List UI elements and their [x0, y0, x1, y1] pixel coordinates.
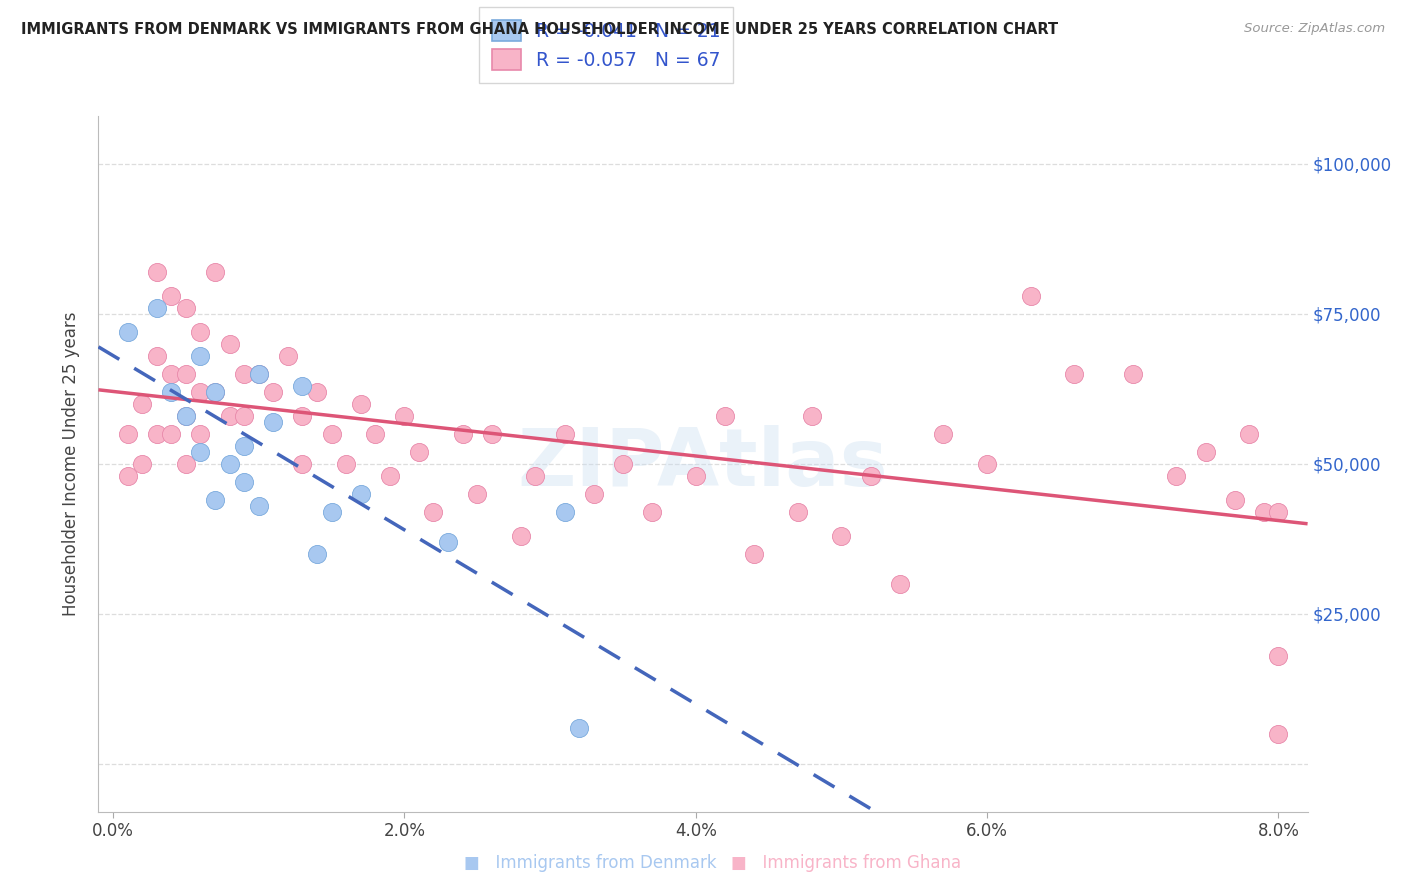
Point [117, 325, 139, 339]
Point [145, 426, 167, 441]
Point [321, 426, 343, 441]
Point [204, 265, 226, 279]
Point [830, 529, 852, 543]
Point [321, 505, 343, 519]
Point [233, 367, 256, 381]
Point [976, 457, 998, 471]
Point [160, 426, 183, 441]
Point [801, 409, 824, 423]
Point [641, 505, 664, 519]
Text: IMMIGRANTS FROM DENMARK VS IMMIGRANTS FROM GHANA HOUSEHOLDER INCOME UNDER 25 YEA: IMMIGRANTS FROM DENMARK VS IMMIGRANTS FR… [21, 22, 1059, 37]
Point [174, 409, 197, 423]
Y-axis label: Householder Income Under 25 years: Householder Income Under 25 years [62, 311, 80, 616]
Point [291, 409, 314, 423]
Point [262, 384, 284, 399]
Point [160, 367, 183, 381]
Point [1194, 445, 1216, 459]
Point [1253, 505, 1275, 519]
Point [117, 426, 139, 441]
Point [160, 289, 183, 303]
Point [204, 384, 226, 399]
Point [1267, 648, 1289, 663]
Point [218, 409, 240, 423]
Point [174, 367, 197, 381]
Point [859, 468, 882, 483]
Point [218, 457, 240, 471]
Point [889, 576, 911, 591]
Point [1166, 468, 1188, 483]
Point [1122, 367, 1144, 381]
Point [233, 439, 256, 453]
Point [145, 301, 167, 315]
Point [714, 409, 737, 423]
Point [1267, 505, 1289, 519]
Point [204, 384, 226, 399]
Point [190, 445, 212, 459]
Point [350, 397, 373, 411]
Point [465, 487, 488, 501]
Text: ZIPAtlas: ZIPAtlas [517, 425, 889, 503]
Point [1223, 492, 1246, 507]
Point [291, 457, 314, 471]
Point [554, 426, 576, 441]
Point [335, 457, 357, 471]
Point [174, 457, 197, 471]
Point [233, 409, 256, 423]
Point [262, 415, 284, 429]
Point [305, 384, 328, 399]
Text: ■   Immigrants from Denmark: ■ Immigrants from Denmark [464, 855, 717, 872]
Point [582, 487, 605, 501]
Point [612, 457, 634, 471]
Point [277, 349, 299, 363]
Legend: R = -0.041   N = 21, R = -0.057   N = 67: R = -0.041 N = 21, R = -0.057 N = 67 [479, 7, 734, 83]
Point [174, 409, 197, 423]
Point [305, 547, 328, 561]
Point [190, 384, 212, 399]
Point [174, 301, 197, 315]
Point [190, 325, 212, 339]
Point [145, 265, 167, 279]
Point [247, 367, 270, 381]
Point [568, 721, 591, 735]
Point [554, 505, 576, 519]
Point [204, 492, 226, 507]
Point [422, 505, 444, 519]
Point [1239, 426, 1261, 441]
Point [247, 499, 270, 513]
Point [218, 337, 240, 351]
Point [291, 379, 314, 393]
Point [742, 547, 765, 561]
Point [1267, 727, 1289, 741]
Point [364, 426, 387, 441]
Point [408, 445, 430, 459]
Point [378, 468, 401, 483]
Point [509, 529, 531, 543]
Point [117, 468, 139, 483]
Point [451, 426, 474, 441]
Point [190, 349, 212, 363]
Point [160, 384, 183, 399]
Point [786, 505, 808, 519]
Point [394, 409, 416, 423]
Point [233, 475, 256, 489]
Point [247, 367, 270, 381]
Point [1019, 289, 1042, 303]
Point [437, 534, 460, 549]
Point [145, 349, 167, 363]
Text: Source: ZipAtlas.com: Source: ZipAtlas.com [1244, 22, 1385, 36]
Point [131, 397, 153, 411]
Point [524, 468, 547, 483]
Point [685, 468, 707, 483]
Point [131, 457, 153, 471]
Point [1063, 367, 1085, 381]
Point [932, 426, 955, 441]
Point [481, 426, 503, 441]
Text: ■   Immigrants from Ghana: ■ Immigrants from Ghana [731, 855, 962, 872]
Point [350, 487, 373, 501]
Point [190, 426, 212, 441]
